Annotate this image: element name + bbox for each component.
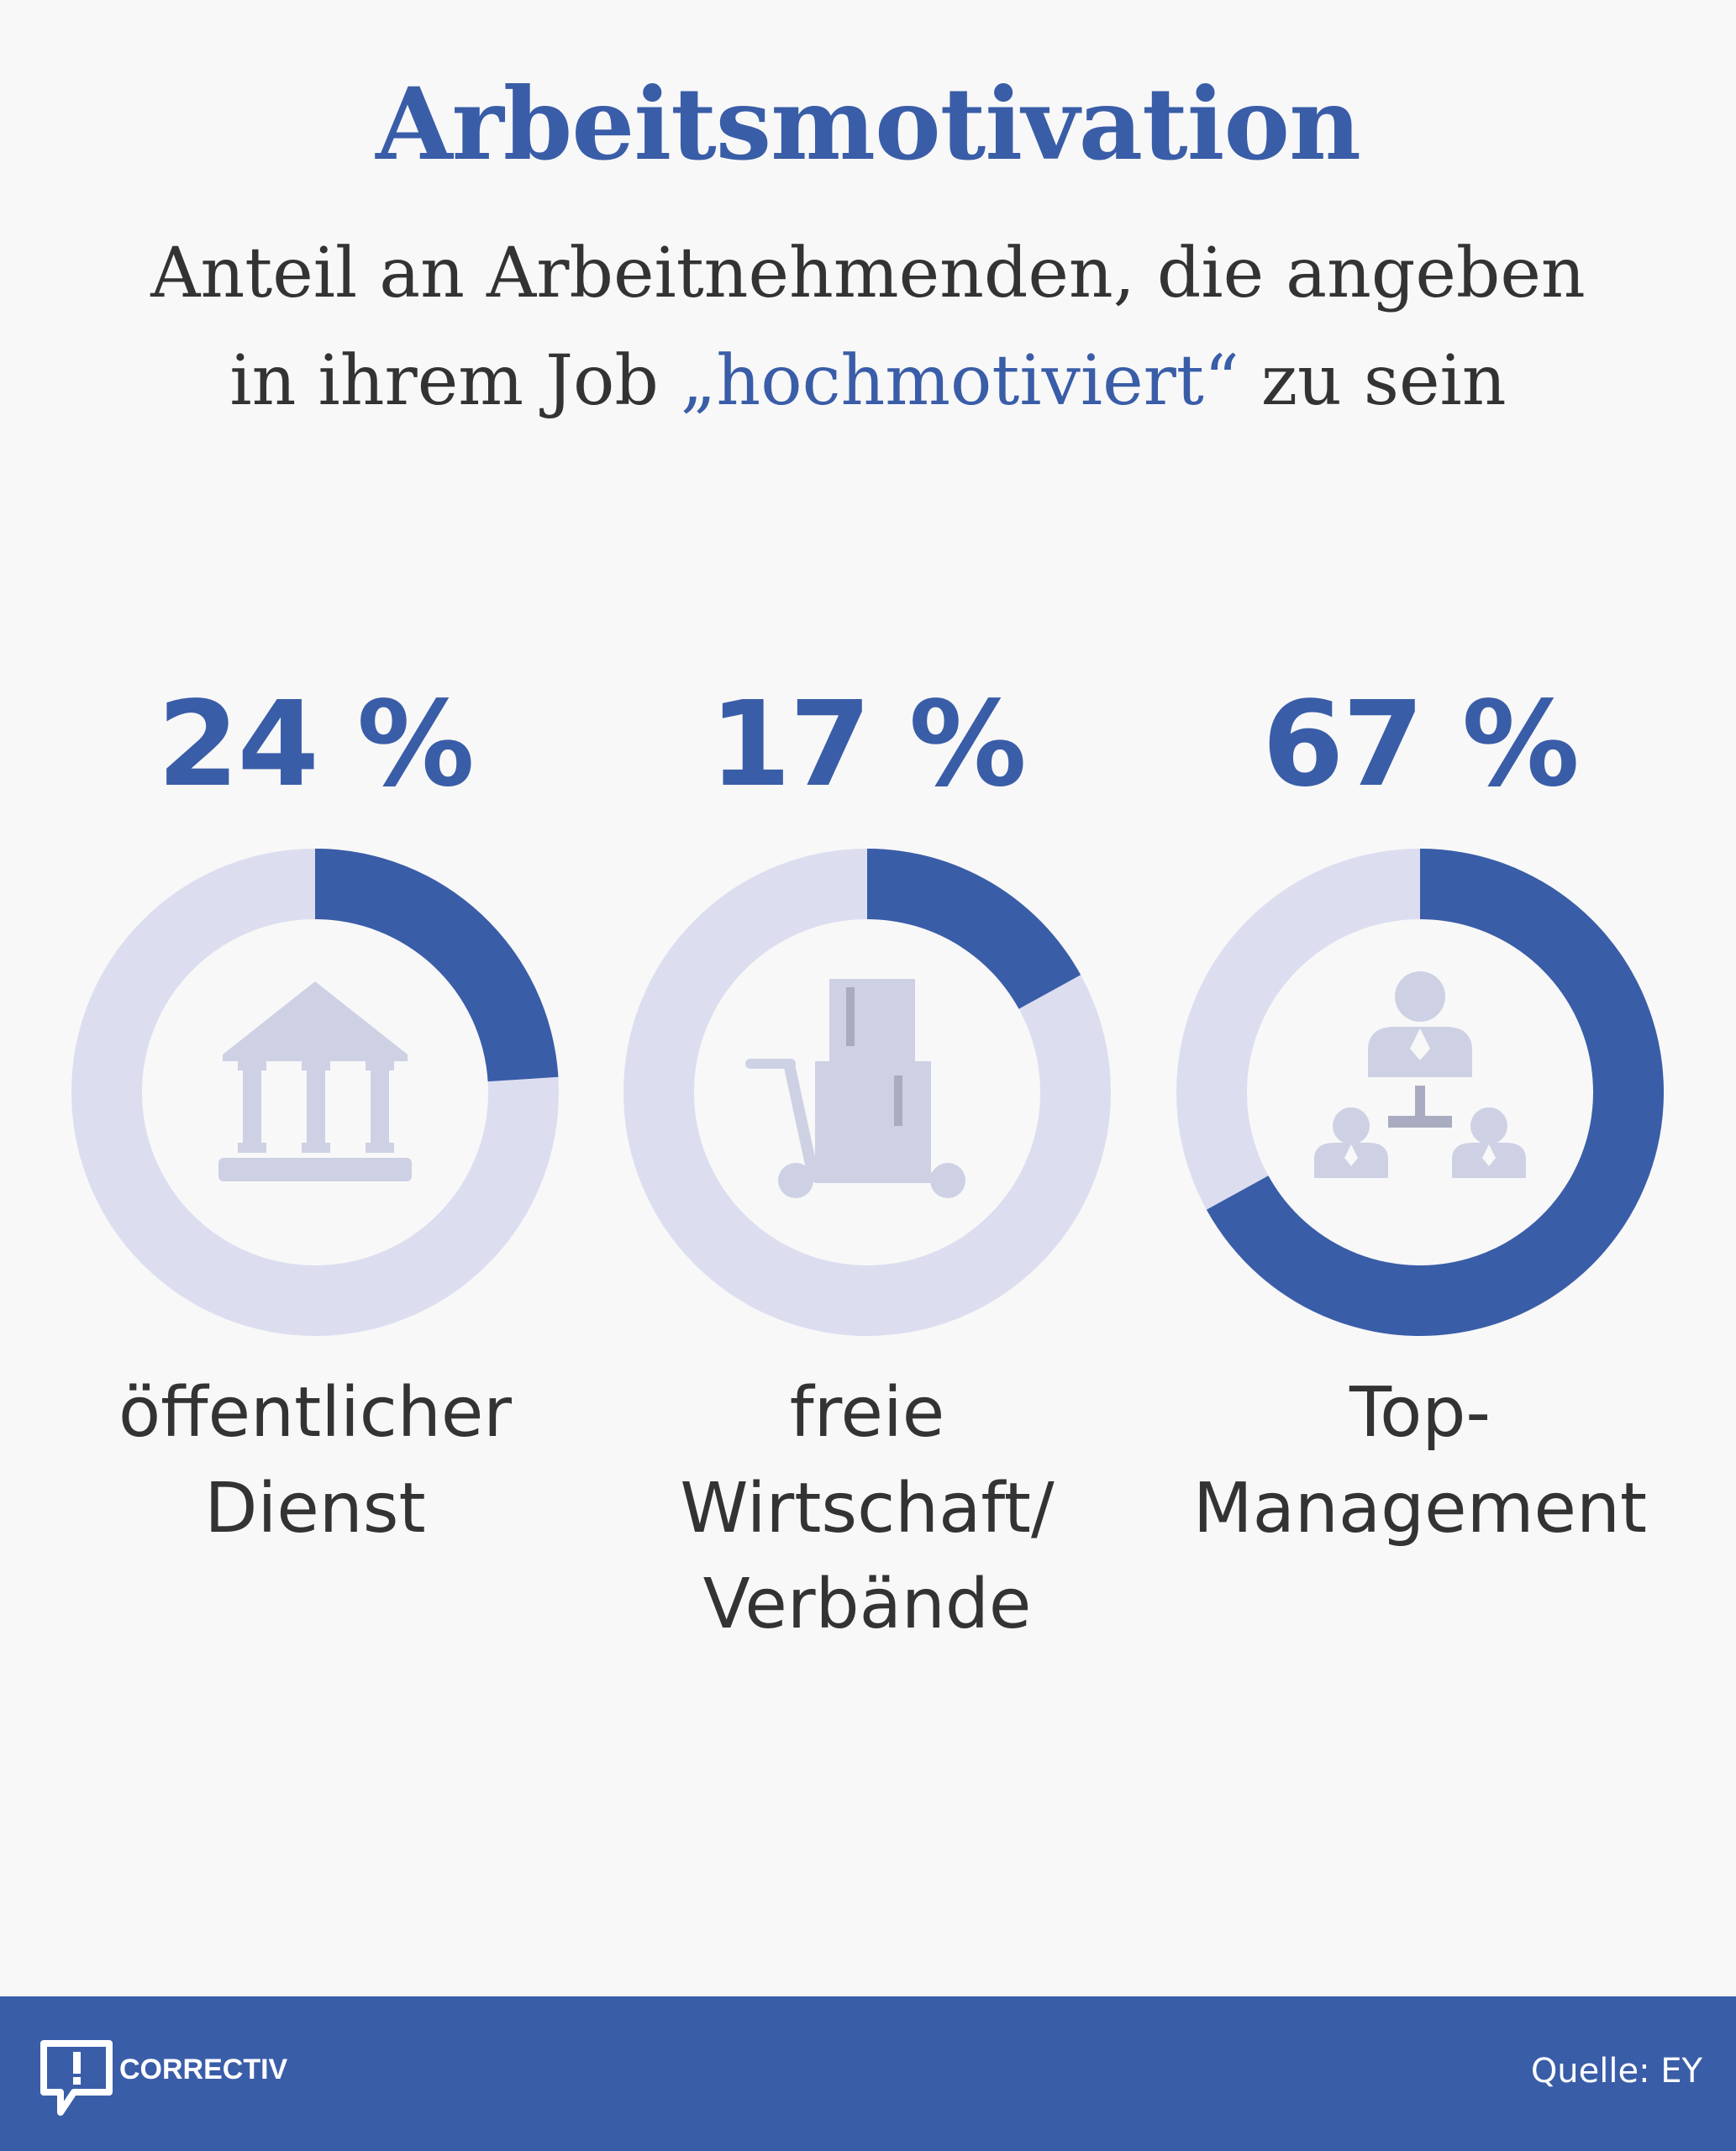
- value-label-freie-wirtschaft: 17 %: [709, 676, 1027, 813]
- brand-name: CORRECTIV: [119, 2054, 288, 2085]
- subtitle-line-2-start: in ihrem Job: [229, 341, 681, 421]
- donut-chart-top-management: [1176, 849, 1664, 1336]
- source-note: Quelle: EY: [1530, 2052, 1702, 2091]
- subtitle: Anteil an Arbeitnehmenden, die angeben i…: [0, 220, 1736, 435]
- donut-chart-freie-wirtschaft: [623, 849, 1111, 1336]
- subtitle-line-2-end: zu sein: [1239, 341, 1507, 421]
- correctiv-logo-icon: [40, 2040, 113, 2116]
- category-label-oeffentlicher-dienst: öffentlicher Dienst: [63, 1365, 567, 1557]
- category-label-line: freie: [789, 1373, 945, 1453]
- luggage-cart-icon: [745, 979, 965, 1198]
- donut-value-arc: [1206, 849, 1664, 1336]
- donut-chart-oeffentlicher-dienst: [71, 849, 559, 1336]
- subtitle-highlight: „hochmotiviert“: [680, 341, 1239, 421]
- value-label-oeffentlicher-dienst: 24 %: [157, 676, 475, 813]
- value-label-top-management: 67 %: [1262, 676, 1580, 813]
- category-label-line: Wirtschaft/: [680, 1469, 1055, 1549]
- org-hierarchy-icon: [1314, 971, 1526, 1178]
- category-label-line: Management: [1192, 1469, 1648, 1549]
- subtitle-line-1: Anteil an Arbeitnehmenden, die angeben: [150, 234, 1586, 313]
- category-label-freie-wirtschaft: freie Wirtschaft/ Verbände: [615, 1365, 1119, 1653]
- bank-building-icon: [218, 981, 412, 1181]
- category-label-line: Verbände: [702, 1565, 1032, 1644]
- category-label-top-management: Top- Management: [1168, 1365, 1672, 1557]
- category-label-line: Top-: [1349, 1373, 1491, 1453]
- category-label-line: öffentlicher: [118, 1373, 513, 1453]
- donut-value-arc: [315, 849, 559, 1082]
- subtitle-line-2: in ihrem Job „hochmotiviert“ zu sein: [0, 328, 1736, 435]
- footer-bar: CORRECTIV Quelle: EY: [0, 1996, 1736, 2151]
- category-label-line: Dienst: [204, 1469, 426, 1549]
- page-title: Arbeitsmotivation: [376, 66, 1361, 182]
- donut-value-arc: [867, 849, 1081, 1009]
